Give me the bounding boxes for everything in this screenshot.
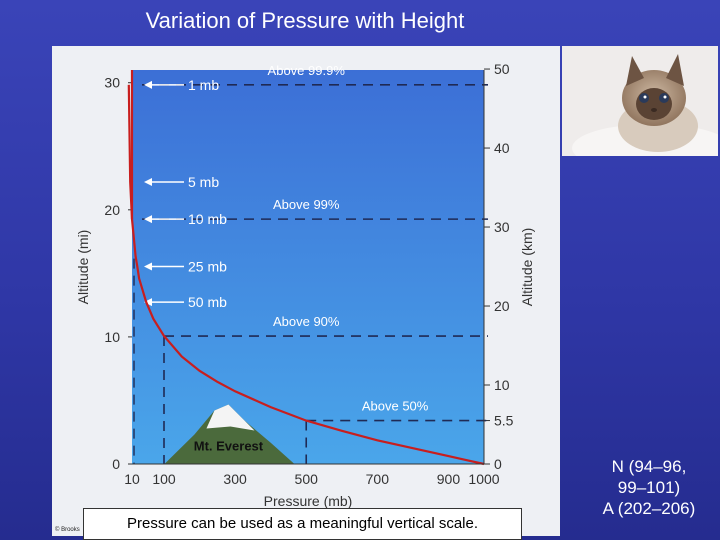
fraction-annotation-label: Above 50% — [362, 399, 429, 414]
right-axis-tick-label: 0 — [494, 456, 502, 472]
chart-figure-panel: 0 10 20 30 0 5.5 10 20 30 40 50 10 100 300 500 700 900 10… — [52, 46, 560, 536]
pressure-arrowhead — [144, 215, 152, 224]
x-axis-tick-label: 100 — [152, 471, 176, 487]
fraction-annotation-label: Above 99.9% — [268, 63, 346, 78]
pressure-marker-label: 50 mb — [188, 294, 227, 310]
pressure-arrowhead — [144, 80, 152, 89]
left-axis-tick-label: 20 — [104, 202, 120, 218]
caption-box: Pressure can be used as a meaningful ver… — [83, 508, 522, 540]
reference-line: N (94–96, — [611, 457, 687, 476]
x-axis-tick-label: 10 — [124, 471, 140, 487]
x-axis-tick-label: 700 — [366, 471, 390, 487]
right-axis-tick-label: 40 — [494, 140, 510, 156]
right-axis-tick-label: 30 — [494, 219, 510, 235]
pressure-arrowhead — [144, 298, 152, 307]
right-axis-tick-label: 50 — [494, 61, 510, 77]
fraction-annotation-label: Above 99% — [273, 197, 340, 212]
mountain-snow — [206, 404, 255, 431]
pressure-marker-label: 10 mb — [188, 211, 227, 227]
pressure-arrowhead — [144, 262, 152, 271]
right-axis-tick-label: 5.5 — [494, 413, 514, 429]
mountain-label: Mt. Everest — [194, 438, 264, 453]
reference-line: 99–101) — [617, 478, 681, 497]
right-axis-tick-label: 20 — [494, 298, 510, 314]
x-axis-tick-label: 500 — [295, 471, 319, 487]
kitten-image — [562, 46, 718, 156]
pressure-arrowhead — [144, 178, 152, 187]
references-text: N (94–96, 99–101) A (202–206) — [578, 456, 720, 519]
left-axis-tick-label: 0 — [112, 456, 120, 472]
x-axis-tick-label: 900 — [437, 471, 461, 487]
fraction-annotation-label: Above 90% — [273, 314, 340, 329]
copyright-note: © Brooks — [55, 527, 80, 533]
y-axis-label-left: Altitude (mi) — [75, 230, 91, 305]
x-axis-tick-label: 300 — [223, 471, 247, 487]
pressure-marker-label: 5 mb — [188, 174, 219, 190]
x-axis-tick-label: 1000 — [468, 471, 499, 487]
pressure-marker-label: 25 mb — [188, 259, 227, 275]
mountain-shape — [164, 404, 295, 464]
kitten-photo — [562, 46, 718, 156]
slide-title: Variation of Pressure with Height — [145, 8, 465, 33]
right-axis-tick-label: 10 — [494, 377, 510, 393]
pressure-marker-label: 1 mb — [188, 77, 219, 93]
left-axis-tick-label: 10 — [104, 329, 120, 345]
pressure-curve-line — [127, 84, 485, 466]
y-axis-label-right: Altitude (km) — [519, 228, 535, 307]
reference-line: A (202–206) — [602, 499, 696, 518]
left-axis-tick-label: 30 — [104, 75, 120, 91]
sky-background — [132, 70, 484, 464]
x-axis-label: Pressure (mb) — [264, 493, 353, 509]
